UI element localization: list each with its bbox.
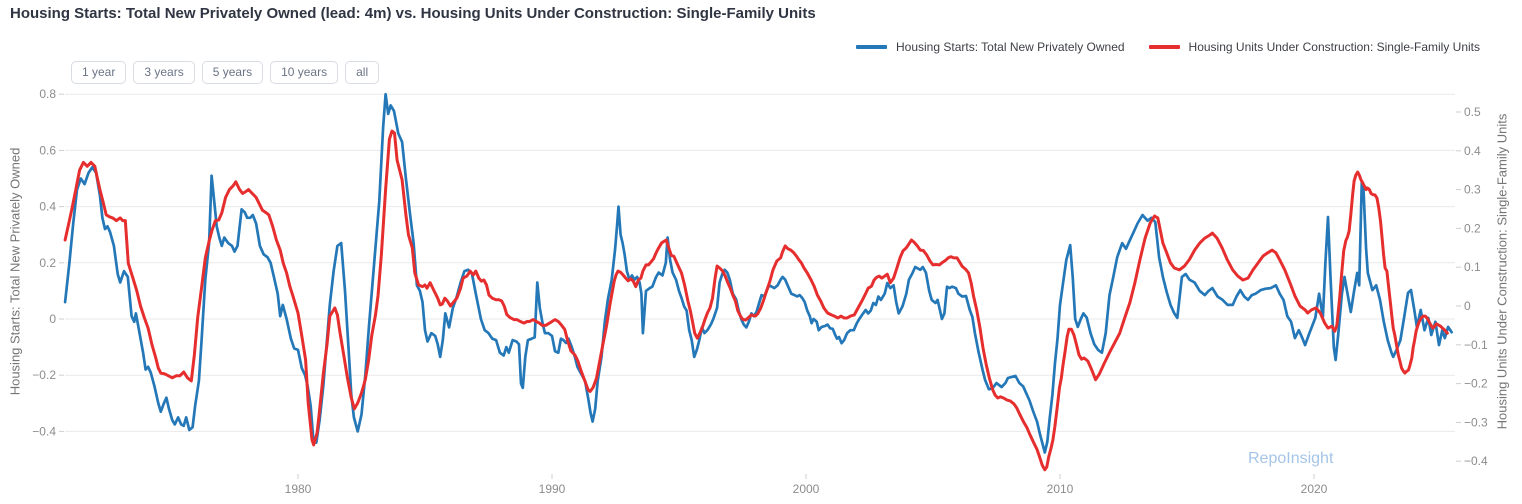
svg-text:0.5: 0.5: [1464, 105, 1481, 119]
svg-text:2000: 2000: [793, 482, 820, 496]
range-button-all[interactable]: all: [345, 61, 380, 84]
legend-item: Housing Units Under Construction: Single…: [1148, 40, 1480, 54]
svg-text:−0.2: −0.2: [32, 368, 56, 382]
svg-text:−0.4: −0.4: [1464, 454, 1488, 468]
range-button-1-year[interactable]: 1 year: [71, 61, 127, 84]
legend-line-swatch-red-icon: [1148, 45, 1180, 49]
legend-line-swatch-blue-icon: [856, 45, 887, 49]
svg-text:−0.1: −0.1: [1464, 338, 1488, 352]
svg-text:0.3: 0.3: [1464, 183, 1481, 197]
svg-text:0.6: 0.6: [39, 143, 56, 157]
svg-text:0.4: 0.4: [39, 200, 56, 214]
range-button-3-years[interactable]: 3 years: [133, 61, 195, 84]
legend: Housing Starts: Total New Privately Owne…: [856, 40, 1480, 54]
left-axis-title: Housing Starts: Total New Privately Owne…: [7, 147, 23, 396]
svg-text:0.4: 0.4: [1464, 144, 1481, 158]
legend-label: Housing Units Under Construction: Single…: [1188, 40, 1480, 54]
time-range-buttons: 1 year 3 years 5 years 10 years all: [71, 61, 380, 84]
svg-text:2010: 2010: [1047, 482, 1074, 496]
svg-text:−0.2: −0.2: [1464, 377, 1488, 391]
svg-text:−0.4: −0.4: [32, 424, 56, 438]
svg-text:0.8: 0.8: [39, 87, 56, 101]
legend-item: Housing Starts: Total New Privately Owne…: [856, 40, 1125, 54]
right-axis-title: Housing Units Under Construction: Single…: [1494, 113, 1510, 430]
range-button-5-years[interactable]: 5 years: [201, 61, 264, 84]
page-title: Housing Starts: Total New Privately Owne…: [10, 5, 816, 22]
svg-text:0.2: 0.2: [39, 256, 56, 270]
svg-text:−0.3: −0.3: [1464, 415, 1488, 429]
svg-text:0: 0: [1464, 299, 1471, 313]
legend-label: Housing Starts: Total New Privately Owne…: [896, 40, 1125, 54]
svg-text:1980: 1980: [285, 482, 312, 496]
svg-text:1990: 1990: [539, 482, 566, 496]
watermark: RepoInsight: [1248, 450, 1334, 467]
svg-text:0.2: 0.2: [1464, 221, 1481, 235]
svg-text:0: 0: [49, 312, 56, 326]
svg-text:2020: 2020: [1301, 482, 1328, 496]
range-button-10-years[interactable]: 10 years: [270, 61, 339, 84]
svg-text:0.1: 0.1: [1464, 260, 1481, 274]
